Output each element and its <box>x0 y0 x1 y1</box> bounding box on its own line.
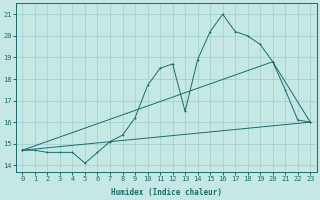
X-axis label: Humidex (Indice chaleur): Humidex (Indice chaleur) <box>111 188 222 197</box>
